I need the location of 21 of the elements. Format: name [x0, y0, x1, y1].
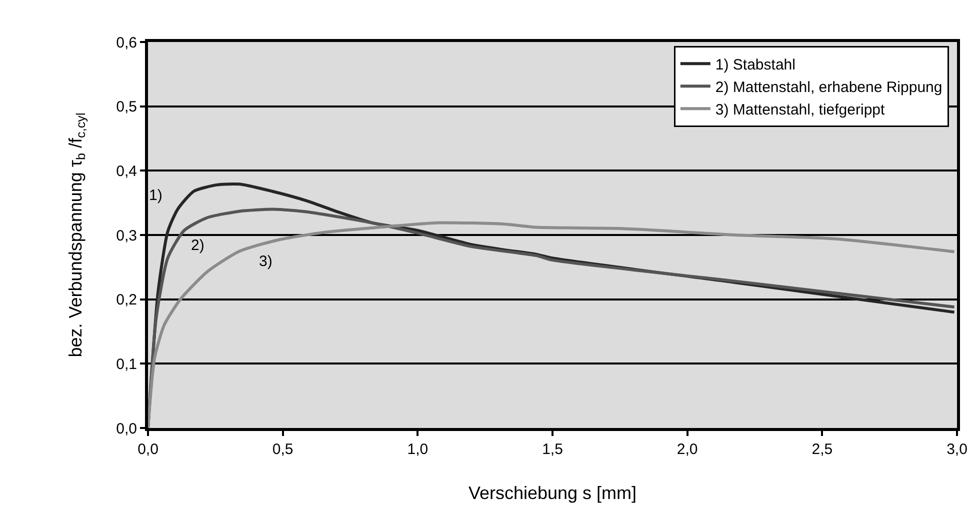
- y-tick-label: 0,4: [116, 162, 137, 180]
- y-tick-label: 0,2: [116, 292, 137, 309]
- legend-label: 3) Mattenstahl, tiefgerippt: [715, 101, 886, 118]
- legend-label: 2) Mattenstahl, erhabene Rippung: [715, 78, 942, 96]
- x-tick-label: 1,0: [407, 441, 428, 458]
- x-tick-label: 0,0: [138, 441, 158, 458]
- y-tick-label: 0,6: [116, 34, 137, 52]
- y-tick-label: 0,3: [116, 227, 137, 244]
- y-tick-label: 0,5: [116, 98, 137, 116]
- y-tick-label: 0,0: [116, 420, 137, 438]
- annotation: 3): [259, 253, 272, 270]
- x-tick-label: 3,0: [946, 441, 968, 458]
- y-tick-label: 0,1: [116, 356, 137, 373]
- x-tick-label: 2,0: [676, 441, 698, 458]
- x-axis-title: Verschiebung s [mm]: [468, 483, 637, 504]
- x-tick-label: 0,5: [272, 441, 294, 458]
- x-tick-label: 1,5: [542, 441, 563, 458]
- legend-label: 1) Stabstahl: [715, 56, 796, 74]
- annotation: 1): [149, 187, 162, 204]
- x-tick-label: 2,5: [812, 441, 833, 458]
- annotation: 2): [191, 237, 204, 254]
